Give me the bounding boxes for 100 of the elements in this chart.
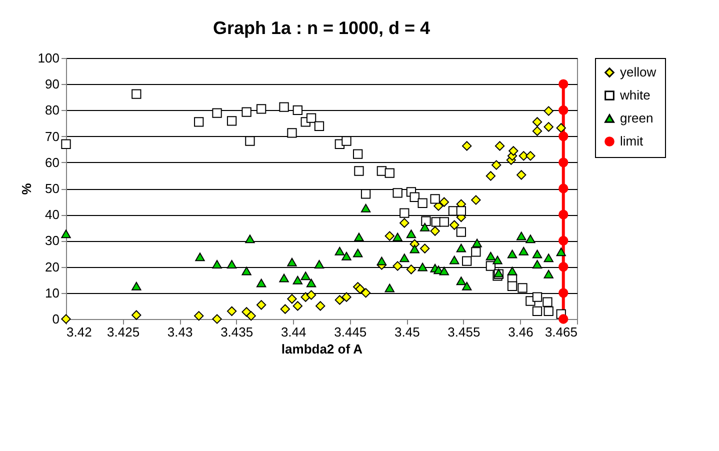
y-tick-label: 20 <box>45 259 60 274</box>
point <box>360 189 371 199</box>
point <box>353 149 363 159</box>
x-tick-label: 3.455 <box>448 324 480 340</box>
point <box>132 282 142 290</box>
point <box>430 226 440 236</box>
point <box>456 227 466 237</box>
point <box>492 160 502 170</box>
y-tick-label: 10 <box>45 285 60 300</box>
point <box>462 141 472 151</box>
legend-label: limit <box>620 134 644 148</box>
x-tick-label: 3.42 <box>66 324 92 340</box>
point <box>494 141 505 151</box>
point <box>518 246 528 256</box>
point <box>360 288 371 298</box>
point <box>306 278 316 288</box>
point <box>132 310 142 320</box>
legend-label: yellow <box>620 64 657 80</box>
point <box>287 128 297 138</box>
point <box>418 198 428 208</box>
point <box>532 292 542 302</box>
point <box>558 131 568 142</box>
point <box>306 290 316 300</box>
point <box>450 220 460 230</box>
point <box>61 230 71 238</box>
point <box>392 261 402 271</box>
x-tick-label: 3.44 <box>280 324 306 340</box>
y-tick-label: 80 <box>45 102 60 118</box>
chart-title: Graph 1a : n = 1000, d = 4 <box>212 18 430 38</box>
point <box>376 256 387 266</box>
point <box>334 246 344 256</box>
x-tick-label: 3.46 <box>508 324 534 340</box>
point <box>245 234 255 244</box>
point <box>292 301 302 311</box>
point <box>526 234 536 244</box>
point <box>354 166 364 176</box>
point <box>212 260 222 268</box>
point <box>471 195 481 205</box>
point <box>544 270 554 278</box>
point <box>558 79 568 89</box>
point <box>392 232 402 242</box>
point <box>287 258 297 266</box>
point <box>486 252 496 260</box>
point <box>508 146 518 156</box>
point <box>518 151 528 161</box>
point <box>558 210 568 220</box>
point <box>316 301 326 311</box>
point <box>306 113 316 123</box>
point <box>439 266 449 276</box>
point <box>410 192 420 202</box>
point <box>194 311 204 321</box>
point <box>400 254 410 262</box>
y-tick-label: 90 <box>45 76 60 92</box>
point <box>353 248 363 258</box>
point <box>544 306 554 316</box>
point <box>212 314 222 324</box>
point <box>292 105 302 116</box>
x-tick-label: 3.425 <box>107 324 140 340</box>
point <box>132 89 142 99</box>
point <box>542 297 552 307</box>
point <box>410 244 420 254</box>
x-axis-title: lambda2 of A <box>281 342 364 356</box>
point <box>242 107 252 117</box>
point <box>492 256 502 264</box>
point <box>61 139 71 149</box>
point <box>462 282 472 290</box>
point <box>420 244 430 254</box>
point <box>516 170 526 180</box>
point <box>384 231 394 241</box>
point <box>544 106 554 116</box>
point <box>556 123 566 133</box>
point <box>430 194 440 204</box>
point <box>287 294 297 304</box>
point <box>360 204 371 212</box>
point <box>406 230 416 238</box>
point <box>558 236 568 246</box>
y-tick-label: 70 <box>45 128 60 144</box>
point <box>342 252 352 260</box>
point <box>420 222 430 232</box>
point <box>256 104 266 114</box>
point <box>544 122 554 132</box>
point <box>418 262 428 272</box>
point <box>486 171 496 181</box>
point <box>518 283 528 293</box>
point <box>558 288 568 298</box>
point <box>462 256 472 266</box>
point <box>354 232 364 242</box>
y-tick-label: 100 <box>38 50 60 66</box>
point <box>256 300 266 310</box>
point <box>242 266 252 276</box>
point <box>314 260 324 268</box>
x-tick-label: 3.43 <box>167 324 193 340</box>
point <box>558 105 568 116</box>
point <box>195 252 205 262</box>
point <box>226 306 237 316</box>
point <box>421 216 431 226</box>
point <box>314 121 324 131</box>
point <box>558 314 568 324</box>
point <box>532 250 542 258</box>
point <box>280 304 290 314</box>
